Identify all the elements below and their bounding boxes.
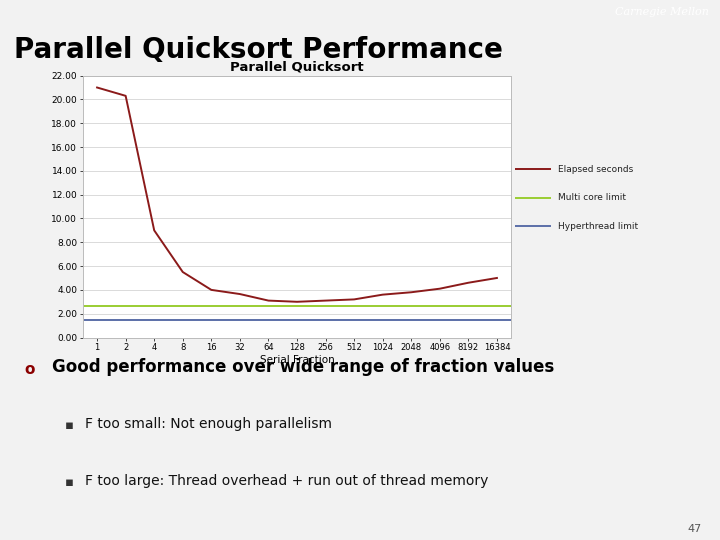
Text: Hyperthread limit: Hyperthread limit [557, 222, 638, 231]
Text: ▪: ▪ [65, 418, 74, 431]
Title: Parallel Quicksort: Parallel Quicksort [230, 60, 364, 73]
Text: Carnegie Mellon: Carnegie Mellon [616, 7, 709, 17]
X-axis label: Serial Fraction: Serial Fraction [260, 355, 334, 365]
Text: F too large: Thread overhead + run out of thread memory: F too large: Thread overhead + run out o… [86, 474, 489, 488]
Text: Multi core limit: Multi core limit [557, 193, 626, 202]
Text: 47: 47 [688, 523, 702, 534]
Text: F too small: Not enough parallelism: F too small: Not enough parallelism [86, 417, 333, 431]
Text: Parallel Quicksort Performance: Parallel Quicksort Performance [14, 36, 503, 64]
Text: ▪: ▪ [65, 476, 74, 489]
Text: o: o [24, 362, 35, 376]
Text: Good performance over wide range of fraction values: Good performance over wide range of frac… [52, 358, 554, 376]
Text: Elapsed seconds: Elapsed seconds [557, 165, 633, 174]
